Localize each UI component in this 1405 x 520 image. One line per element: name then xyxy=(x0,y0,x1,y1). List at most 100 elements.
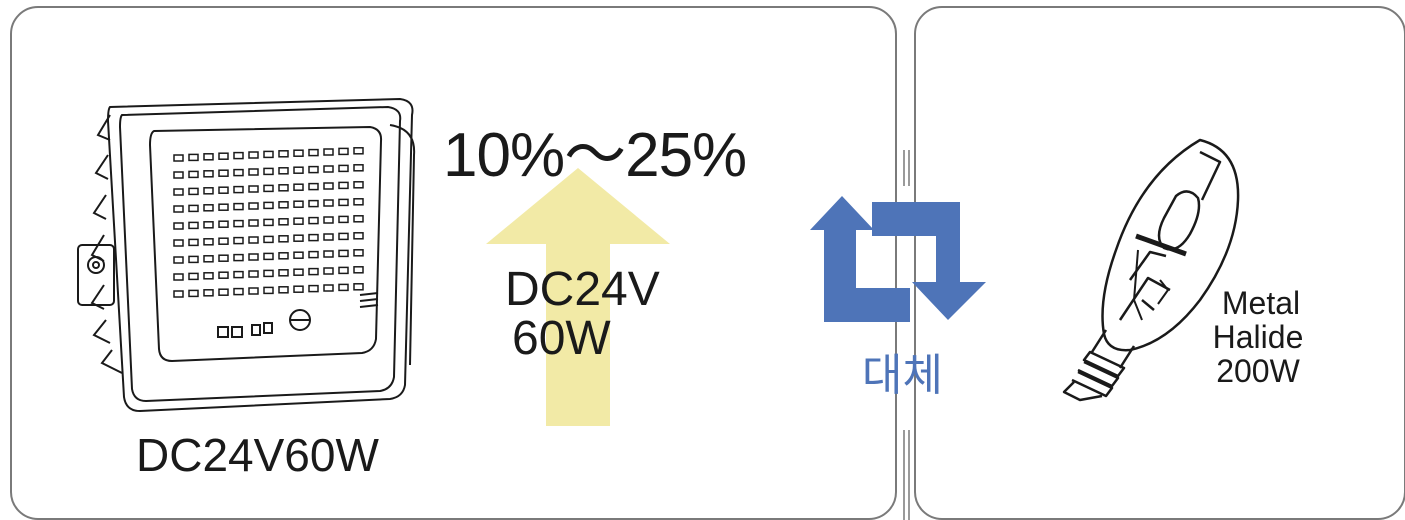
led-chip xyxy=(293,268,304,276)
led-chip xyxy=(293,234,304,242)
led-chip xyxy=(263,167,274,176)
bulb-label-line1: Metal xyxy=(1221,285,1301,321)
led-chip xyxy=(233,219,244,228)
efficiency-range: 10%～25% xyxy=(443,121,747,190)
led-chip xyxy=(323,284,334,292)
led-chip xyxy=(323,216,334,224)
led-chip xyxy=(263,252,274,261)
led-chip xyxy=(218,169,229,177)
led-chip xyxy=(218,152,229,160)
led-chip xyxy=(248,253,259,261)
led-chip xyxy=(173,222,184,230)
led-chip xyxy=(278,286,289,294)
led-chip xyxy=(218,271,229,279)
led-chip xyxy=(323,182,334,190)
led-chip xyxy=(278,252,289,260)
replace-label: 대체 xyxy=(862,351,943,400)
led-chip xyxy=(293,217,304,225)
led-chip xyxy=(203,238,214,246)
led-chip xyxy=(218,288,229,296)
led-chip xyxy=(338,181,349,190)
led-chip xyxy=(173,256,184,264)
led-chip xyxy=(278,201,289,209)
led-chip xyxy=(323,148,334,156)
led-chip xyxy=(203,221,214,229)
led-chip xyxy=(308,182,319,191)
bulb-label-line2: Halide xyxy=(1212,319,1304,355)
led-chip xyxy=(233,151,244,160)
led-chip xyxy=(188,289,199,298)
led-chip xyxy=(338,147,349,156)
led-chip xyxy=(218,220,229,228)
led-chip xyxy=(263,150,274,159)
led-chip xyxy=(203,272,214,280)
led-chip xyxy=(173,239,184,247)
led-caption: DC24V60W xyxy=(136,429,379,481)
led-chip xyxy=(353,249,364,257)
led-chip xyxy=(203,289,214,297)
led-chip xyxy=(248,219,259,227)
led-chip xyxy=(173,290,184,298)
led-chip xyxy=(323,165,334,173)
led-chip xyxy=(338,249,349,258)
led-chip xyxy=(278,167,289,175)
led-chip xyxy=(263,286,274,295)
bulb-label-line3: 200W xyxy=(1216,353,1300,389)
led-chip xyxy=(263,218,274,227)
led-chip xyxy=(278,184,289,192)
led-chip xyxy=(308,148,319,157)
led-chip xyxy=(188,238,199,247)
led-chip xyxy=(263,269,274,278)
metal-halide-bulb-icon xyxy=(1062,138,1240,402)
led-chip xyxy=(338,232,349,241)
led-chip xyxy=(248,287,259,295)
led-chip xyxy=(233,270,244,279)
led-chip xyxy=(218,203,229,211)
led-chip xyxy=(173,205,184,213)
led-chip xyxy=(353,215,364,223)
led-chip xyxy=(353,266,364,274)
led-chip xyxy=(248,151,259,159)
led-chip xyxy=(233,202,244,211)
led-chip xyxy=(173,154,184,162)
led-chip xyxy=(263,201,274,210)
led-chip xyxy=(188,204,199,213)
led-chip xyxy=(233,253,244,262)
led-chip xyxy=(323,199,334,207)
led-chip xyxy=(323,250,334,258)
led-chip xyxy=(293,251,304,259)
led-chip xyxy=(203,153,214,161)
arrow-wattage-label: 60W xyxy=(512,312,611,365)
led-chip xyxy=(248,168,259,176)
led-chip xyxy=(248,236,259,244)
right-panel xyxy=(914,6,1405,520)
led-chip xyxy=(203,170,214,178)
led-chip xyxy=(188,170,199,179)
led-chip xyxy=(323,233,334,241)
led-chip xyxy=(353,164,364,172)
led-chip xyxy=(353,198,364,206)
led-chip xyxy=(338,266,349,275)
led-chip xyxy=(188,272,199,281)
led-chip xyxy=(233,236,244,245)
divider-top xyxy=(903,150,905,186)
led-chip xyxy=(218,237,229,245)
led-chip xyxy=(248,185,259,193)
led-chip xyxy=(308,165,319,174)
led-chip xyxy=(278,235,289,243)
led-chip xyxy=(233,168,244,177)
led-chip xyxy=(293,149,304,157)
led-chip xyxy=(338,283,349,292)
led-chip xyxy=(278,269,289,277)
led-chip xyxy=(173,188,184,196)
led-chip xyxy=(308,199,319,208)
led-chip xyxy=(218,186,229,194)
led-chip xyxy=(263,184,274,193)
led-chip xyxy=(293,285,304,293)
led-chip xyxy=(308,284,319,293)
divider-bottom xyxy=(903,430,905,520)
led-chip xyxy=(188,187,199,196)
led-chip xyxy=(293,183,304,191)
swap-arrows-icon xyxy=(810,196,986,322)
increase-arrow-icon xyxy=(486,168,670,426)
